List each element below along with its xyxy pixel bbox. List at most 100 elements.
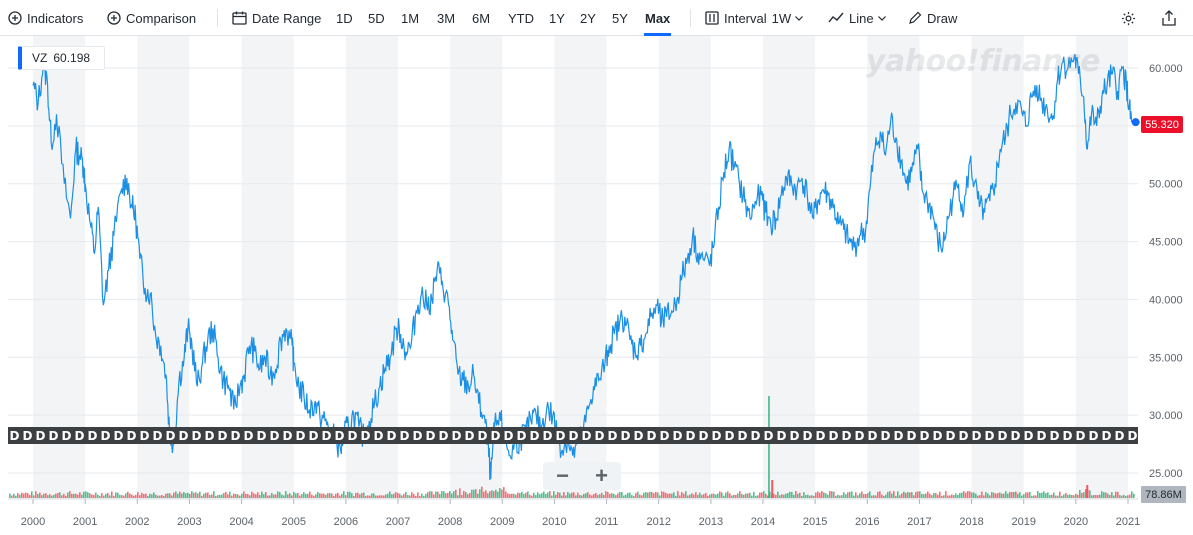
dividend-marker[interactable]: D <box>217 428 228 443</box>
settings-button[interactable] <box>1121 0 1141 36</box>
dividend-marker[interactable]: D <box>347 428 358 443</box>
dividend-marker[interactable]: D <box>867 428 878 443</box>
zoom-in-button[interactable]: + <box>595 463 608 488</box>
dividend-marker[interactable]: D <box>100 428 111 443</box>
draw-button[interactable]: Draw <box>908 0 957 36</box>
dividend-marker[interactable]: D <box>1036 428 1047 443</box>
chart-type-dropdown[interactable]: Line <box>828 0 891 36</box>
dividend-marker[interactable]: D <box>698 428 709 443</box>
dividend-marker[interactable]: D <box>568 428 579 443</box>
dividend-marker[interactable]: D <box>1010 428 1021 443</box>
dividend-marker[interactable]: D <box>815 428 826 443</box>
dividend-marker[interactable]: D <box>854 428 865 443</box>
dividend-marker[interactable]: D <box>412 428 423 443</box>
dividend-marker[interactable]: D <box>464 428 475 443</box>
dividend-marker[interactable]: D <box>191 428 202 443</box>
dividend-marker[interactable]: D <box>841 428 852 443</box>
dividend-marker[interactable]: D <box>906 428 917 443</box>
dividend-marker[interactable]: D <box>126 428 137 443</box>
range-5d[interactable]: 5D <box>368 10 385 26</box>
range-3m[interactable]: 3M <box>437 10 456 26</box>
dividend-marker[interactable]: D <box>425 428 436 443</box>
dividend-marker[interactable]: D <box>35 428 46 443</box>
dividend-marker[interactable]: D <box>139 428 150 443</box>
price-chart[interactable]: 25.00030.00035.00040.00045.00050.00055.0… <box>0 36 1193 535</box>
dividend-marker[interactable]: D <box>776 428 787 443</box>
dividend-marker[interactable]: D <box>763 428 774 443</box>
dividend-marker[interactable]: D <box>802 428 813 443</box>
dividend-marker[interactable]: D <box>633 428 644 443</box>
dividend-marker[interactable]: D <box>178 428 189 443</box>
dividend-marker[interactable]: D <box>516 428 527 443</box>
dividend-marker[interactable]: D <box>789 428 800 443</box>
dividend-marker[interactable]: D <box>308 428 319 443</box>
dividend-marker[interactable]: D <box>503 428 514 443</box>
range-2y[interactable]: 2Y <box>580 10 596 26</box>
range-1d[interactable]: 1D <box>336 10 353 26</box>
range-max[interactable]: Max <box>645 10 671 26</box>
dividend-marker[interactable]: D <box>750 428 761 443</box>
dividend-marker[interactable]: D <box>87 428 98 443</box>
dividend-marker[interactable]: D <box>659 428 670 443</box>
dividend-marker[interactable]: D <box>828 428 839 443</box>
dividend-marker[interactable]: D <box>451 428 462 443</box>
dividend-marker[interactable]: D <box>984 428 995 443</box>
dividend-marker[interactable]: D <box>620 428 631 443</box>
dividend-marker[interactable]: D <box>1023 428 1034 443</box>
dividend-marker[interactable]: D <box>672 428 683 443</box>
dividend-marker[interactable]: D <box>256 428 267 443</box>
dividend-marker[interactable]: D <box>321 428 332 443</box>
dividend-marker[interactable]: D <box>438 428 449 443</box>
dividend-marker[interactable]: D <box>932 428 943 443</box>
dividend-marker[interactable]: D <box>971 428 982 443</box>
dividend-marker[interactable]: D <box>594 428 605 443</box>
range-1y[interactable]: 1Y <box>549 10 565 26</box>
series-legend[interactable]: VZ 60.198 <box>18 46 106 70</box>
dividend-marker[interactable]: D <box>893 428 904 443</box>
dividend-marker[interactable]: D <box>230 428 241 443</box>
dividend-marker[interactable]: D <box>74 428 85 443</box>
dividend-marker[interactable]: D <box>958 428 969 443</box>
dividend-marker[interactable]: D <box>113 428 124 443</box>
dividend-marker[interactable]: D <box>1114 428 1125 443</box>
dividend-marker[interactable]: D <box>607 428 618 443</box>
dividend-marker[interactable]: D <box>1101 428 1112 443</box>
dividend-marker[interactable]: D <box>581 428 592 443</box>
dividend-marker[interactable]: D <box>1075 428 1086 443</box>
dividend-marker[interactable]: D <box>61 428 72 443</box>
dividend-marker[interactable]: D <box>269 428 280 443</box>
dividend-marker[interactable]: D <box>724 428 735 443</box>
comparison-button[interactable]: Comparison <box>107 0 196 36</box>
dividend-marker[interactable]: D <box>1062 428 1073 443</box>
dividend-marker[interactable]: D <box>685 428 696 443</box>
dividend-marker[interactable]: D <box>282 428 293 443</box>
dividend-marker[interactable]: D <box>737 428 748 443</box>
dividend-marker[interactable]: D <box>360 428 371 443</box>
dividend-marker[interactable]: D <box>1088 428 1099 443</box>
dividend-marker[interactable]: D <box>295 428 306 443</box>
dividend-marker[interactable]: D <box>48 428 59 443</box>
dividend-marker[interactable]: D <box>880 428 891 443</box>
dividend-marker[interactable]: D <box>919 428 930 443</box>
dividend-marker[interactable]: D <box>1049 428 1060 443</box>
range-1m[interactable]: 1M <box>401 10 420 26</box>
dividend-marker[interactable]: D <box>997 428 1008 443</box>
dividend-marker[interactable]: D <box>477 428 488 443</box>
dividend-marker[interactable]: D <box>204 428 215 443</box>
zoom-out-button[interactable]: − <box>556 463 569 488</box>
dividend-marker[interactable]: D <box>9 428 20 443</box>
dividend-marker[interactable]: D <box>1127 428 1138 443</box>
range-ytd[interactable]: YTD <box>508 10 534 26</box>
share-button[interactable] <box>1162 0 1181 36</box>
dividend-marker[interactable]: D <box>490 428 501 443</box>
dividend-marker[interactable]: D <box>542 428 553 443</box>
dividend-marker[interactable]: D <box>945 428 956 443</box>
dividend-marker[interactable]: D <box>152 428 163 443</box>
interval-dropdown[interactable]: Interval 1W <box>705 0 808 36</box>
dividend-marker[interactable]: D <box>373 428 384 443</box>
dividend-marker[interactable]: D <box>555 428 566 443</box>
dividend-marker[interactable]: D <box>243 428 254 443</box>
dividend-marker[interactable]: D <box>22 428 33 443</box>
dividend-marker[interactable]: D <box>711 428 722 443</box>
dividend-marker[interactable]: D <box>386 428 397 443</box>
